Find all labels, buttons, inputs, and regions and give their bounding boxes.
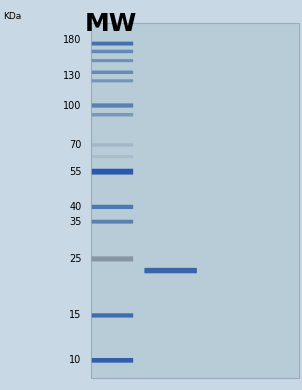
FancyBboxPatch shape bbox=[92, 220, 133, 223]
FancyBboxPatch shape bbox=[92, 313, 133, 317]
FancyBboxPatch shape bbox=[92, 358, 133, 363]
FancyBboxPatch shape bbox=[144, 268, 197, 273]
FancyBboxPatch shape bbox=[92, 50, 133, 53]
Text: 70: 70 bbox=[69, 140, 82, 150]
FancyBboxPatch shape bbox=[92, 103, 133, 108]
FancyBboxPatch shape bbox=[92, 42, 133, 46]
Text: 100: 100 bbox=[63, 101, 82, 110]
FancyBboxPatch shape bbox=[92, 79, 133, 82]
Text: 130: 130 bbox=[63, 71, 82, 82]
FancyBboxPatch shape bbox=[92, 256, 133, 261]
Text: 10: 10 bbox=[69, 355, 82, 365]
Text: 15: 15 bbox=[69, 310, 82, 321]
FancyBboxPatch shape bbox=[92, 155, 133, 158]
Text: 40: 40 bbox=[69, 202, 82, 212]
Text: KDa: KDa bbox=[3, 12, 21, 21]
FancyBboxPatch shape bbox=[92, 143, 133, 147]
FancyBboxPatch shape bbox=[92, 71, 133, 74]
Bar bbox=[91, 23, 299, 378]
Text: 180: 180 bbox=[63, 35, 82, 46]
Text: 35: 35 bbox=[69, 217, 82, 227]
FancyBboxPatch shape bbox=[92, 59, 133, 62]
Text: 25: 25 bbox=[69, 254, 82, 264]
Text: 55: 55 bbox=[69, 167, 82, 177]
Text: MW: MW bbox=[85, 12, 137, 36]
FancyBboxPatch shape bbox=[92, 205, 133, 209]
FancyBboxPatch shape bbox=[92, 113, 133, 117]
FancyBboxPatch shape bbox=[92, 169, 133, 175]
